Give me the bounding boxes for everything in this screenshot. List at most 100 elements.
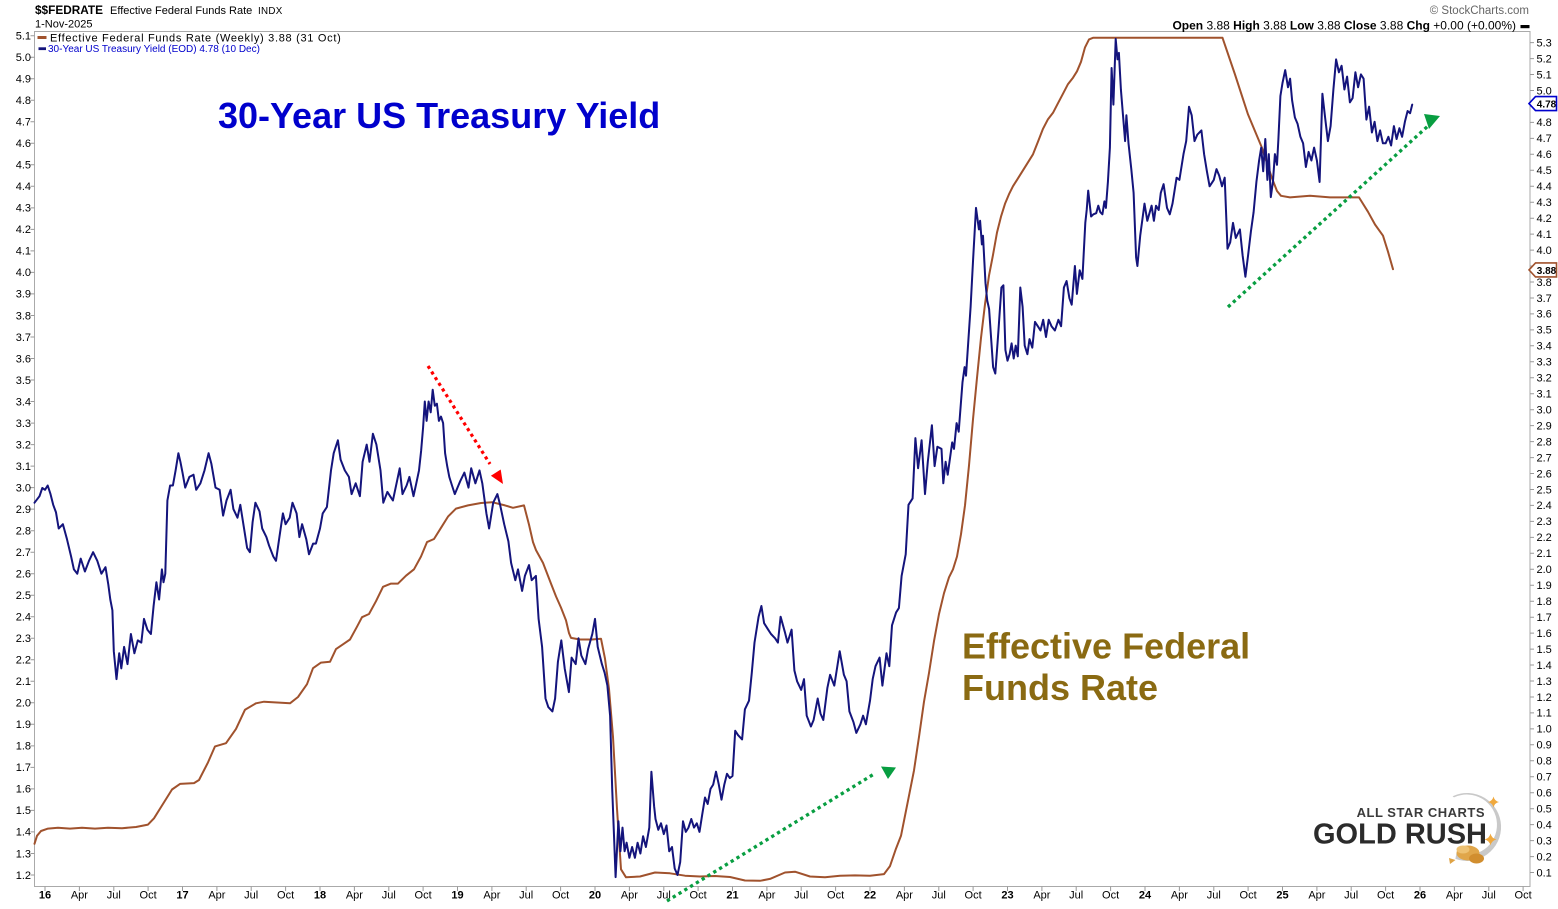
svg-text:Oct: Oct: [277, 890, 294, 902]
svg-text:1.8: 1.8: [1537, 596, 1552, 608]
svg-text:3.7: 3.7: [1537, 293, 1552, 305]
svg-text:4.8: 4.8: [1537, 117, 1552, 129]
svg-text:3.2: 3.2: [1537, 373, 1552, 385]
svg-text:1.6: 1.6: [1537, 628, 1552, 640]
svg-text:17: 17: [176, 890, 188, 902]
svg-text:1-Nov-2025: 1-Nov-2025: [35, 19, 92, 31]
svg-text:22: 22: [864, 890, 876, 902]
svg-text:Oct: Oct: [552, 890, 569, 902]
svg-text:Apr: Apr: [208, 890, 225, 902]
svg-text:3.4: 3.4: [16, 396, 31, 408]
svg-text:0.4: 0.4: [1537, 819, 1552, 831]
svg-text:Oct: Oct: [690, 890, 707, 902]
svg-text:0.3: 0.3: [1537, 835, 1552, 847]
svg-text:30-Year US Treasury Yield: 30-Year US Treasury Yield: [218, 95, 660, 136]
svg-text:3.6: 3.6: [1537, 309, 1552, 321]
svg-text:2.6: 2.6: [16, 569, 31, 581]
svg-text:0.2: 0.2: [1537, 851, 1552, 863]
svg-text:3.0: 3.0: [1537, 405, 1552, 417]
svg-text:1.9: 1.9: [1537, 580, 1552, 592]
svg-text:Jul: Jul: [382, 890, 396, 902]
svg-text:© StockCharts.com: © StockCharts.com: [1430, 5, 1529, 17]
svg-text:2.9: 2.9: [16, 504, 31, 516]
svg-text:Oct: Oct: [1515, 890, 1532, 902]
svg-text:Oct: Oct: [965, 890, 982, 902]
svg-text:26: 26: [1414, 890, 1426, 902]
svg-text:Oct: Oct: [827, 890, 844, 902]
svg-text:2.8: 2.8: [1537, 436, 1552, 448]
svg-text:Effective Federal Funds Rate: Effective Federal Funds Rate: [110, 5, 252, 17]
svg-text:Jul: Jul: [1482, 890, 1496, 902]
svg-text:4.5: 4.5: [1537, 165, 1552, 177]
svg-text:4.7: 4.7: [1537, 133, 1552, 145]
svg-text:24: 24: [1139, 890, 1152, 902]
svg-text:Oct: Oct: [1102, 890, 1119, 902]
svg-text:4.1: 4.1: [16, 246, 31, 258]
svg-text:5.0: 5.0: [16, 52, 31, 64]
svg-text:4.6: 4.6: [16, 138, 31, 150]
svg-text:0.5: 0.5: [1537, 804, 1552, 816]
svg-text:2.4: 2.4: [1537, 500, 1552, 512]
svg-text:20: 20: [589, 890, 601, 902]
svg-text:$$FEDRATE: $$FEDRATE: [35, 3, 103, 17]
svg-text:4.0: 4.0: [1537, 245, 1552, 257]
svg-text:3.3: 3.3: [1537, 357, 1552, 369]
svg-text:Oct: Oct: [1377, 890, 1394, 902]
svg-text:1.2: 1.2: [1537, 692, 1552, 704]
svg-text:INDX: INDX: [258, 6, 283, 17]
svg-text:3.0: 3.0: [16, 482, 31, 494]
svg-text:4.4: 4.4: [1537, 181, 1552, 193]
svg-text:1.4: 1.4: [16, 827, 31, 839]
svg-text:2.0: 2.0: [16, 698, 31, 710]
svg-text:2.1: 2.1: [1537, 548, 1552, 560]
svg-text:2.5: 2.5: [16, 590, 31, 602]
svg-text:4.2: 4.2: [16, 224, 31, 236]
svg-text:3.1: 3.1: [16, 461, 31, 473]
svg-text:3.7: 3.7: [16, 332, 31, 344]
svg-text:Apr: Apr: [71, 890, 88, 902]
svg-text:5.2: 5.2: [1537, 53, 1552, 65]
svg-text:4.8: 4.8: [16, 95, 31, 107]
svg-text:5.0: 5.0: [1537, 85, 1552, 97]
svg-text:Jul: Jul: [1207, 890, 1221, 902]
svg-text:Oct: Oct: [1240, 890, 1257, 902]
svg-text:0.9: 0.9: [1537, 740, 1552, 752]
svg-text:Open 3.88 High 3.88 Low 3.88: Open 3.88 High 3.88 Low 3.88 Close 3.88 …: [1172, 19, 1516, 33]
svg-text:21: 21: [726, 890, 738, 902]
svg-text:4.9: 4.9: [16, 74, 31, 86]
svg-text:1.0: 1.0: [1537, 724, 1552, 736]
svg-text:0.6: 0.6: [1537, 788, 1552, 800]
svg-text:4.3: 4.3: [1537, 197, 1552, 209]
svg-text:2.5: 2.5: [1537, 484, 1552, 496]
svg-text:19: 19: [451, 890, 463, 902]
svg-text:4.6: 4.6: [1537, 149, 1552, 161]
svg-text:30-Year US Treasury Yield (EOD: 30-Year US Treasury Yield (EOD) 4.78 (10…: [48, 44, 260, 55]
svg-text:25: 25: [1276, 890, 1288, 902]
svg-text:1.5: 1.5: [16, 805, 31, 817]
svg-text:Jul: Jul: [107, 890, 121, 902]
svg-text:2.1: 2.1: [16, 676, 31, 688]
svg-text:1.6: 1.6: [16, 784, 31, 796]
svg-text:Jul: Jul: [519, 890, 533, 902]
svg-text:Apr: Apr: [896, 890, 913, 902]
svg-text:2.2: 2.2: [16, 655, 31, 667]
svg-text:Jul: Jul: [1069, 890, 1083, 902]
svg-text:0.7: 0.7: [1537, 772, 1552, 784]
svg-text:16: 16: [39, 890, 51, 902]
svg-text:1.1: 1.1: [1537, 708, 1552, 720]
svg-text:ALL STAR CHARTS: ALL STAR CHARTS: [1357, 805, 1485, 820]
svg-text:Apr: Apr: [1308, 890, 1325, 902]
svg-text:Apr: Apr: [758, 890, 775, 902]
svg-text:3.9: 3.9: [16, 289, 31, 301]
svg-text:2.4: 2.4: [16, 612, 31, 624]
svg-text:2.7: 2.7: [1537, 452, 1552, 464]
svg-text:0.8: 0.8: [1537, 756, 1552, 768]
svg-text:4.78: 4.78: [1537, 100, 1557, 111]
svg-text:Jul: Jul: [657, 890, 671, 902]
svg-text:Oct: Oct: [415, 890, 432, 902]
svg-text:3.1: 3.1: [1537, 389, 1552, 401]
svg-text:Funds Rate: Funds Rate: [962, 667, 1158, 708]
svg-text:0.1: 0.1: [1537, 867, 1552, 879]
svg-text:1.2: 1.2: [16, 870, 31, 882]
svg-text:Jul: Jul: [794, 890, 808, 902]
